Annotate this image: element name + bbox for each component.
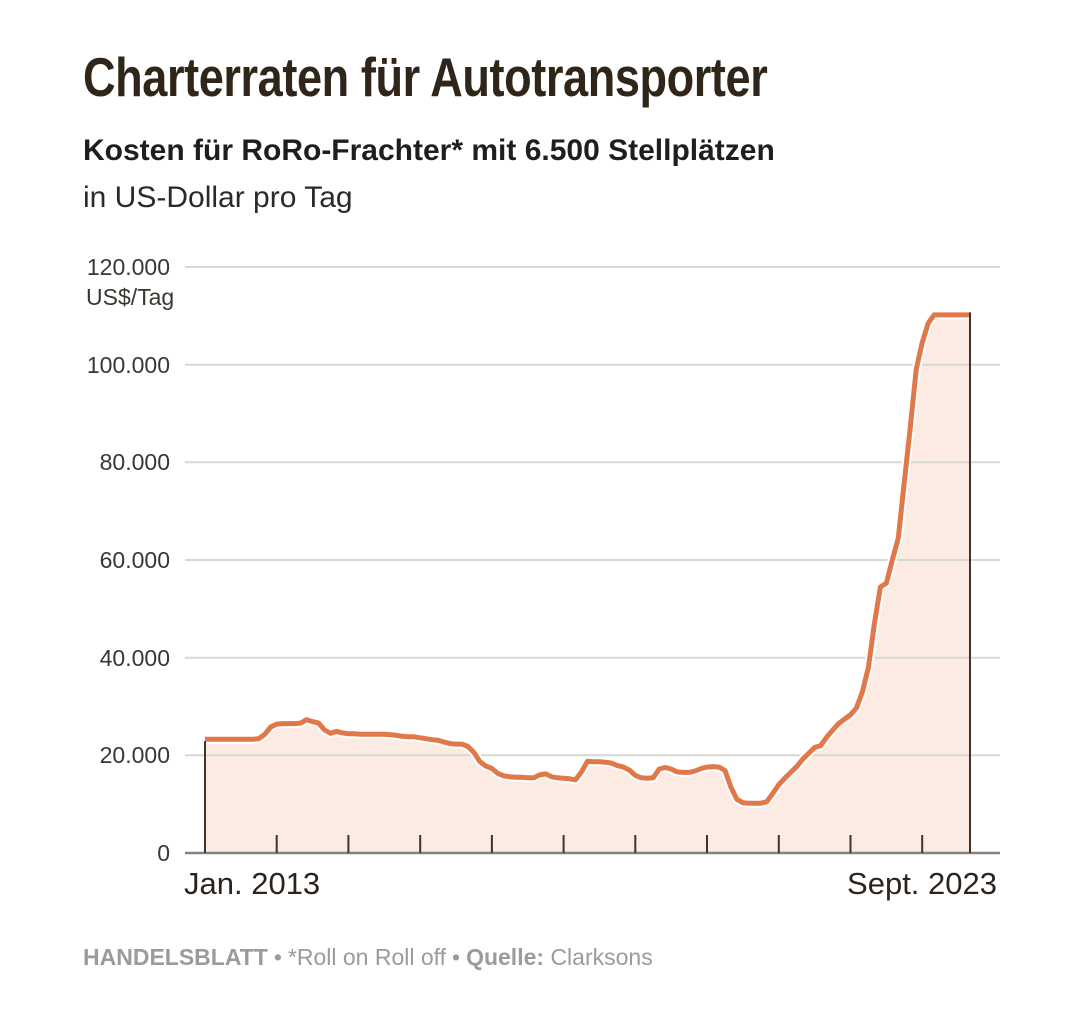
chart-footer: HANDELSBLATT • *Roll on Roll off • Quelle: C… [83, 944, 653, 970]
brand-label: HANDELSBLATT [83, 944, 268, 970]
y-axis-tick-label: 80.000 [99, 449, 170, 476]
y-axis-tick-label: 100.000 [86, 351, 170, 378]
y-axis-tick-label: 120.000 [86, 254, 170, 280]
footer-separator-2: • [452, 944, 461, 970]
y-axis-tick-label: 20.000 [99, 742, 170, 769]
footer-separator-1: • [273, 944, 282, 970]
x-axis-label-end: Sept. 2023 [847, 866, 997, 901]
chart-subtitle-unit: in US-Dollar pro Tag [83, 181, 353, 214]
source-name: Clarksons [550, 944, 653, 970]
series-line [205, 312, 970, 806]
series-area-fill [205, 314, 970, 853]
x-axis-label-start: Jan. 2013 [184, 866, 321, 901]
y-axis-tick-label: 40.000 [99, 644, 170, 671]
chart-subtitle-bold: Kosten für RoRo-Frachter* mit 6.500 Stel… [83, 134, 775, 167]
y-axis-tick-label: 60.000 [99, 547, 170, 573]
y-axis-tick-label: 0 [157, 840, 170, 866]
source-label: Quelle: [466, 944, 545, 970]
footnote-label: *Roll on Roll off [287, 944, 447, 970]
y-axis-unit-label: US$/Tag [86, 284, 175, 310]
chart-title: Charterraten für Autotransporter [83, 46, 768, 108]
